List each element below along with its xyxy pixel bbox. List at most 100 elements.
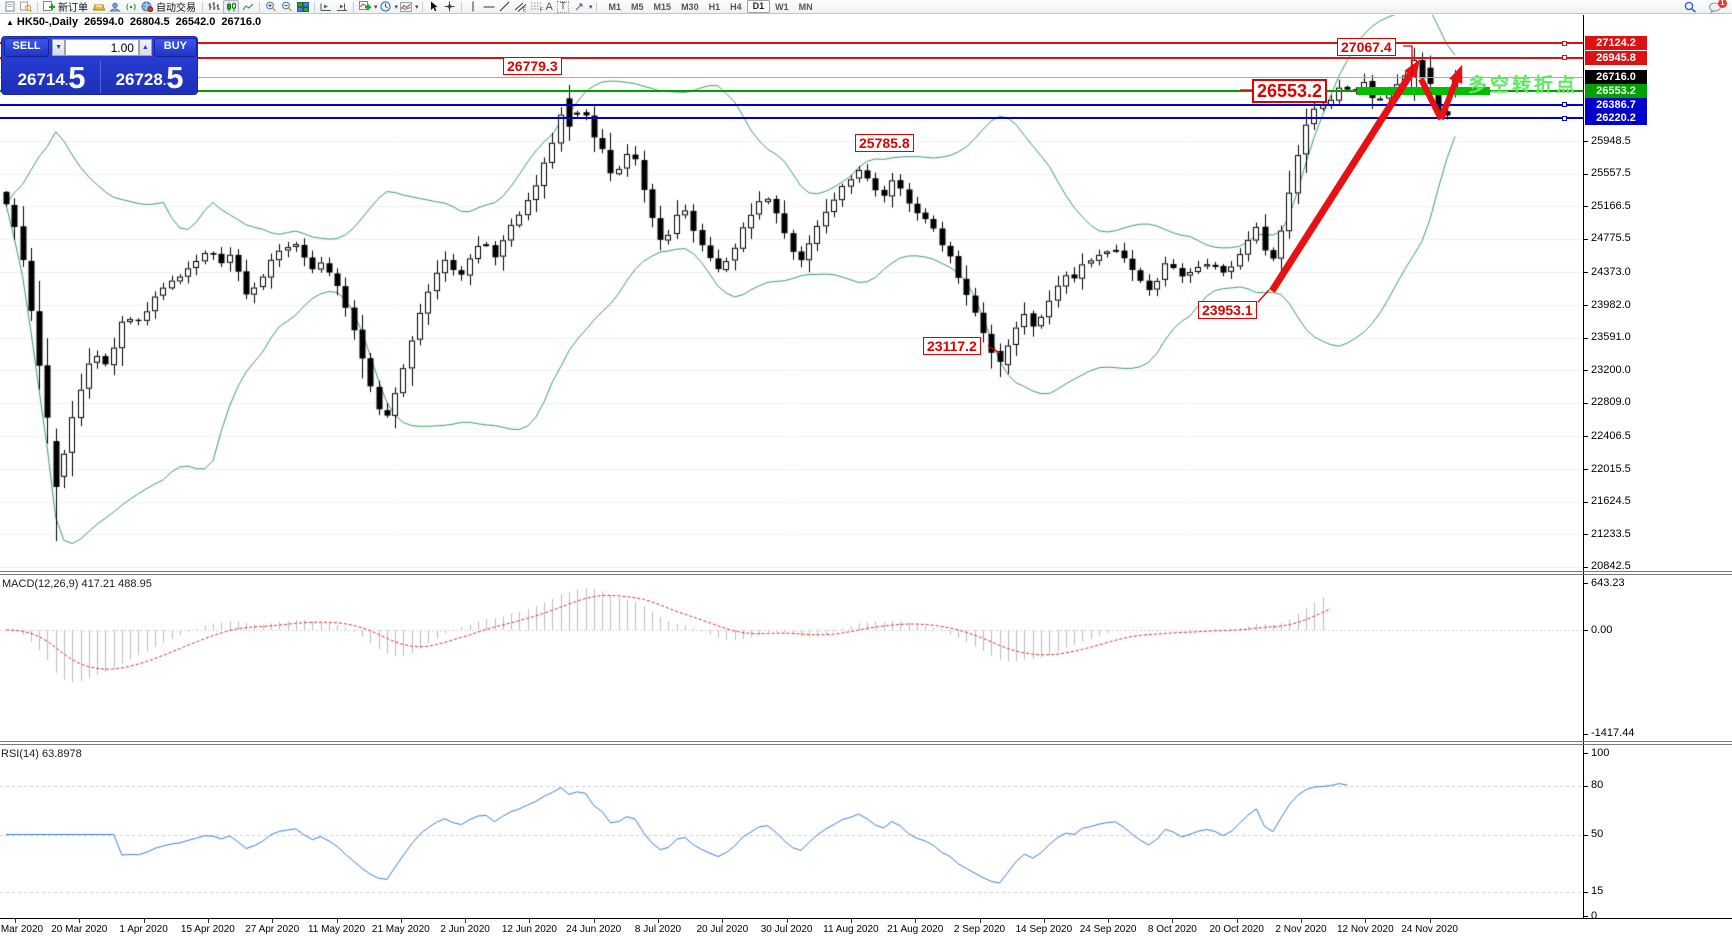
trade-widget-divider bbox=[100, 60, 101, 93]
vertical-line-icon[interactable] bbox=[466, 1, 480, 13]
axis-tick bbox=[1583, 206, 1588, 207]
arrows-dropdown-caret[interactable]: ▾ bbox=[589, 3, 593, 11]
zoom-out-icon[interactable] bbox=[280, 1, 294, 13]
line-handle[interactable] bbox=[1562, 55, 1567, 61]
timeframe-button-w1[interactable]: W1 bbox=[775, 1, 789, 12]
buy-button[interactable]: BUY bbox=[153, 38, 197, 57]
timeframe-button-m5[interactable]: M5 bbox=[631, 1, 644, 12]
time-axis-label: 24 Sep 2020 bbox=[1079, 924, 1137, 935]
symbol-period: HK50-,Daily bbox=[16, 16, 79, 28]
time-axis-tick bbox=[786, 919, 788, 923]
bar-chart-icon[interactable] bbox=[207, 1, 221, 13]
sell-price: 26714 bbox=[17, 70, 65, 89]
ohlc-low: 26542.0 bbox=[175, 16, 216, 28]
line-chart-icon[interactable] bbox=[241, 1, 255, 13]
chart-shift-icon[interactable] bbox=[335, 1, 349, 13]
main-chart-canvas[interactable] bbox=[0, 15, 1583, 571]
price-axis-line[interactable] bbox=[1583, 15, 1584, 919]
time-axis-label: 21 Aug 2020 bbox=[887, 924, 944, 935]
macd-panel-canvas[interactable] bbox=[0, 575, 1583, 741]
volume-increase-button[interactable]: ▲ bbox=[138, 39, 152, 56]
deposit-icon[interactable] bbox=[92, 1, 106, 13]
price-callout[interactable]: 26553.2 bbox=[1252, 79, 1328, 103]
price-level-line[interactable] bbox=[0, 56, 1583, 59]
periods-dropdown-caret[interactable]: ▾ bbox=[394, 3, 399, 11]
sell-button[interactable]: SELL bbox=[4, 38, 50, 57]
new-order-icon[interactable] bbox=[42, 1, 56, 13]
panel-separator[interactable] bbox=[0, 571, 1732, 572]
zoom-in-icon[interactable] bbox=[264, 1, 278, 13]
horizontal-line-icon[interactable] bbox=[482, 1, 496, 13]
price-axis-tag: 27124.2 bbox=[1585, 36, 1647, 50]
price-callout[interactable]: 25785.8 bbox=[855, 134, 914, 152]
time-axis-tick bbox=[979, 919, 981, 923]
time-axis-label: 14 Sep 2020 bbox=[1015, 924, 1073, 935]
line-handle[interactable] bbox=[1562, 40, 1567, 46]
price-callout[interactable]: 23953.1 bbox=[1198, 301, 1257, 319]
equidistant-channel-icon[interactable]: E bbox=[514, 1, 528, 13]
line-handle[interactable] bbox=[1562, 102, 1567, 107]
candlestick-chart-icon[interactable] bbox=[223, 0, 239, 14]
price-level-line[interactable] bbox=[0, 103, 1583, 106]
price-level-line[interactable] bbox=[0, 42, 1583, 44]
cursor-icon[interactable] bbox=[427, 1, 441, 13]
new-chart-icon[interactable] bbox=[3, 1, 17, 13]
timeframe-button-m15[interactable]: M15 bbox=[653, 1, 672, 12]
volume-decrease-button[interactable]: ▼ bbox=[52, 39, 65, 56]
arrows-icon[interactable] bbox=[573, 1, 587, 13]
price-axis-tag: 26553.2 bbox=[1585, 83, 1647, 98]
auto-trading-icon[interactable] bbox=[140, 1, 154, 13]
axis-tick bbox=[1583, 239, 1588, 240]
indicators-dropdown-caret[interactable]: ▾ bbox=[374, 3, 378, 11]
timeframe-button-h1[interactable]: H1 bbox=[708, 1, 721, 12]
sell-price-panel[interactable]: 26714. 5 bbox=[3, 58, 100, 95]
axis-tick bbox=[1583, 786, 1588, 787]
time-axis-tick bbox=[1172, 919, 1174, 923]
text-label-icon[interactable]: A bbox=[545, 0, 553, 13]
axis-tick bbox=[1583, 630, 1588, 631]
fibonacci-icon[interactable]: F bbox=[530, 1, 544, 13]
timeframe-button-h4[interactable]: H4 bbox=[730, 1, 742, 12]
price-level-line[interactable] bbox=[0, 76, 1583, 78]
time-axis-label: 2 Jun 2020 bbox=[440, 924, 490, 935]
templates-icon[interactable] bbox=[399, 1, 413, 13]
indicators-icon[interactable] bbox=[358, 1, 372, 13]
timeframe-button-d1[interactable]: D1 bbox=[746, 0, 771, 13]
price-callout[interactable]: 23117.2 bbox=[923, 337, 981, 355]
crosshair-icon[interactable] bbox=[443, 1, 457, 13]
ohlc-high: 26804.5 bbox=[129, 16, 170, 28]
price-callout[interactable]: 27067.4 bbox=[1337, 38, 1396, 56]
line-handle[interactable] bbox=[1562, 115, 1567, 121]
auto-trading-label[interactable]: 自动交易 bbox=[156, 3, 196, 14]
toolbar-separator bbox=[421, 1, 423, 12]
search-icon[interactable] bbox=[1683, 1, 1697, 13]
trendline-icon[interactable] bbox=[498, 1, 512, 13]
timeframe-button-m30[interactable]: M30 bbox=[681, 1, 699, 12]
price-callout[interactable]: 26779.3 bbox=[503, 57, 562, 75]
axis-tick-label: 100 bbox=[1591, 746, 1610, 759]
buy-price-panel[interactable]: 26728. 5 bbox=[101, 58, 198, 95]
panel-separator[interactable] bbox=[0, 741, 1732, 742]
volume-input[interactable] bbox=[64, 39, 139, 56]
timeframe-button-m1[interactable]: M1 bbox=[608, 1, 622, 12]
auto-scroll-icon[interactable] bbox=[319, 1, 333, 13]
rsi-panel-canvas[interactable] bbox=[0, 745, 1583, 918]
text-box-icon[interactable]: T bbox=[556, 0, 569, 13]
templates-dropdown-caret[interactable]: ▾ bbox=[415, 3, 419, 11]
turning-point-note[interactable]: 多空转折点 bbox=[1468, 75, 1579, 96]
expand-triangle-icon[interactable]: ▲ bbox=[6, 18, 14, 27]
account-icon[interactable] bbox=[108, 1, 122, 13]
axis-tick bbox=[1583, 338, 1588, 339]
new-order-label[interactable]: 新订单 bbox=[58, 3, 88, 14]
periods-icon[interactable] bbox=[379, 1, 393, 13]
profiles-icon[interactable] bbox=[19, 1, 33, 13]
price-level-line[interactable] bbox=[0, 89, 1583, 92]
time-axis-label: 21 May 2020 bbox=[371, 924, 430, 935]
signal-icon[interactable] bbox=[124, 1, 138, 13]
notifications-icon[interactable]: 1 bbox=[1708, 0, 1727, 13]
timeframe-button-mn[interactable]: MN bbox=[798, 1, 813, 12]
axis-tick-label: 50 bbox=[1591, 828, 1604, 840]
price-level-line[interactable] bbox=[0, 117, 1583, 120]
tile-windows-icon[interactable] bbox=[296, 1, 310, 13]
